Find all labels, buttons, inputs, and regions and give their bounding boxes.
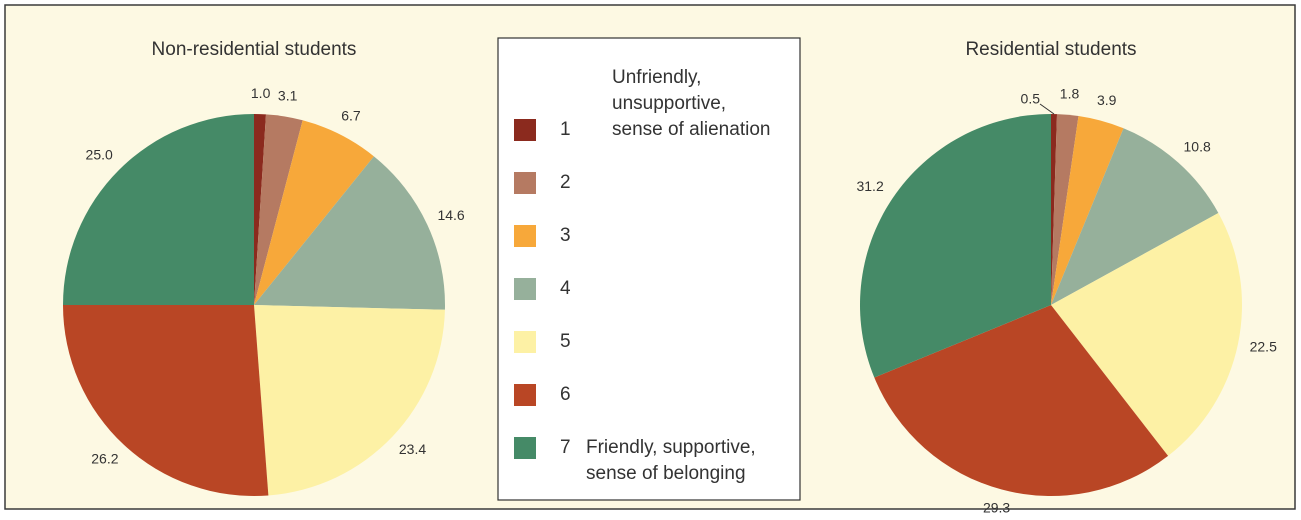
value-label: 1.0 xyxy=(251,85,271,101)
legend-note: sense of alienation xyxy=(612,119,770,140)
leader-line xyxy=(1039,103,1055,115)
pie-slice xyxy=(254,120,374,305)
legend-swatch xyxy=(514,278,536,300)
pie-slice xyxy=(1051,115,1124,305)
value-label: 23.4 xyxy=(399,441,426,457)
pie-slice xyxy=(254,114,266,305)
value-label: 25.0 xyxy=(86,147,113,163)
legend-label: 5 xyxy=(560,331,571,352)
legend-label: 3 xyxy=(560,225,571,246)
pie-slice xyxy=(254,305,445,496)
value-label: 14.6 xyxy=(437,207,464,223)
legend-label: 4 xyxy=(560,278,571,299)
pie-slice xyxy=(874,305,1169,497)
value-label: 6.7 xyxy=(341,107,361,123)
value-label: 29.3 xyxy=(983,500,1010,515)
pie-slice xyxy=(1051,114,1057,305)
legend-box xyxy=(497,37,801,501)
pie-slice xyxy=(254,114,303,305)
pie-slice xyxy=(63,305,269,496)
pie-slice xyxy=(254,156,445,310)
legend-swatch xyxy=(514,331,536,353)
legend-swatch xyxy=(514,172,536,194)
pie-title: Non-residential students xyxy=(152,39,357,60)
legend-label: 6 xyxy=(560,384,571,405)
legend-note: Friendly, supportive, xyxy=(586,437,756,458)
pie-title: Residential students xyxy=(965,39,1136,60)
value-label: 26.2 xyxy=(91,450,118,466)
value-label: 1.8 xyxy=(1060,86,1080,102)
pie-slice xyxy=(63,114,254,305)
legend-note: Unfriendly, xyxy=(612,67,701,88)
pie-slice xyxy=(1051,128,1219,305)
legend-label: 7 xyxy=(560,437,571,458)
value-label: 22.5 xyxy=(1250,338,1277,354)
value-label: 0.5 xyxy=(1021,91,1041,107)
legend-swatch xyxy=(514,225,536,247)
value-label: 3.9 xyxy=(1097,92,1117,108)
legend-swatch xyxy=(514,119,536,141)
legend-swatch xyxy=(514,384,536,406)
legend-note: sense of belonging xyxy=(586,463,746,484)
pie-slice xyxy=(1051,212,1242,456)
legend-label: 1 xyxy=(560,119,571,140)
legend-note: unsupportive, xyxy=(612,93,726,114)
pie-slice xyxy=(859,114,1051,378)
value-label: 31.2 xyxy=(856,178,883,194)
pie-slice xyxy=(1051,114,1079,306)
value-label: 3.1 xyxy=(278,87,298,103)
legend-swatch xyxy=(514,437,536,459)
value-label: 10.8 xyxy=(1184,138,1211,154)
legend-label: 2 xyxy=(560,172,571,193)
